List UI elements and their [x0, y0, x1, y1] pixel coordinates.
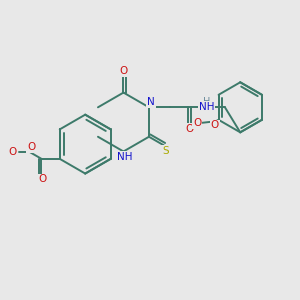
Text: S: S: [162, 146, 169, 156]
Text: O: O: [186, 124, 194, 134]
Text: NH: NH: [199, 102, 214, 112]
Text: O: O: [27, 142, 35, 152]
Text: O: O: [193, 118, 201, 128]
Text: O: O: [211, 120, 219, 130]
Text: NH: NH: [117, 152, 133, 162]
Text: O: O: [39, 174, 47, 184]
Text: O: O: [119, 66, 128, 76]
Text: O: O: [8, 147, 17, 158]
Text: H: H: [203, 97, 210, 107]
Text: N: N: [147, 97, 155, 107]
